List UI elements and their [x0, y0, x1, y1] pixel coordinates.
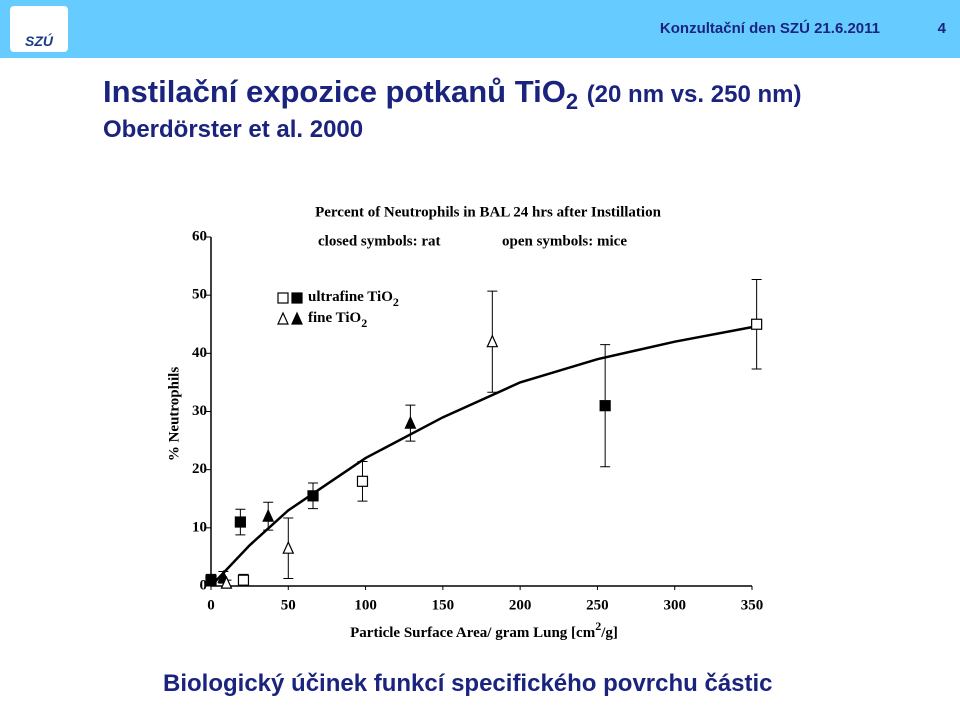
point [282, 540, 295, 554]
point [205, 574, 217, 586]
x-tick-label: 100 [354, 597, 377, 613]
x-tick-label: 350 [741, 597, 764, 613]
point [237, 574, 250, 586]
note: closed symbols: rat [318, 233, 441, 249]
y-tick-label: 30 [192, 403, 207, 419]
point [486, 334, 499, 348]
title-main: Instilační expozice potkanů TiO [103, 74, 566, 109]
x-label-start: Particle Surface Area/ gram Lung [cm [350, 625, 596, 641]
x-label-end: /g] [600, 625, 618, 641]
legend-sub: 2 [361, 316, 367, 330]
point [307, 490, 319, 502]
y-tick-label: 0 [200, 577, 208, 593]
note: open symbols: mice [502, 233, 627, 249]
legend-symbol [277, 311, 289, 325]
x-axis-label: Particle Surface Area/ gram Lung [cm2/g] [350, 619, 618, 642]
point [234, 516, 246, 528]
legend-name: fine TiO [308, 310, 361, 326]
point [262, 508, 275, 522]
x-label-sup: 2 [595, 619, 601, 633]
x-tick-label: 150 [432, 597, 455, 613]
x-tick-label: 250 [586, 597, 609, 613]
legend-symbol [291, 311, 303, 325]
page-number: 4 [937, 20, 946, 37]
source: Oberdörster et al. 2000 [103, 116, 364, 143]
point [751, 318, 763, 330]
legend-sub: 2 [393, 295, 399, 309]
legend-name: ultrafine TiO [308, 289, 393, 305]
x-tick-label: 50 [281, 597, 296, 613]
legend-symbol [291, 292, 303, 304]
point [404, 415, 417, 429]
legend-entry: ultrafine TiO2 [308, 289, 399, 308]
point [220, 575, 233, 589]
x-tick-label: 300 [663, 597, 686, 613]
x-tick-label: 200 [509, 597, 532, 613]
y-tick-label: 50 [192, 287, 207, 303]
y-tick-label: 10 [192, 519, 207, 535]
fit-curve [210, 325, 753, 587]
chart-title: Percent of Neutrophils in BAL 24 hrs aft… [315, 204, 662, 220]
header-text: Konzultační den SZÚ 21.6.2011 [659, 20, 880, 37]
title-sub: 2 [565, 89, 579, 115]
point [599, 400, 611, 412]
y-tick-label: 20 [192, 461, 207, 477]
point [356, 475, 369, 487]
y-tick-label: 60 [192, 228, 207, 244]
legend-symbol [277, 292, 289, 304]
footer: Biologický účinek funkcí specifického po… [163, 670, 773, 697]
title-rest: (20 nm vs. 250 nm) [586, 81, 802, 108]
y-tick-label: 40 [192, 345, 207, 361]
x-tick-label: 0 [207, 597, 215, 613]
slide-title: Instilační expozice potkanů TiO2 (20 nm … [103, 74, 801, 115]
y-axis-label: % Neutrophils [166, 367, 182, 461]
header-band: SZÚ Konzultační den SZÚ 21.6.2011 4 [0, 0, 960, 58]
logo: SZÚ [10, 6, 68, 52]
legend-entry: fine TiO2 [308, 310, 367, 329]
